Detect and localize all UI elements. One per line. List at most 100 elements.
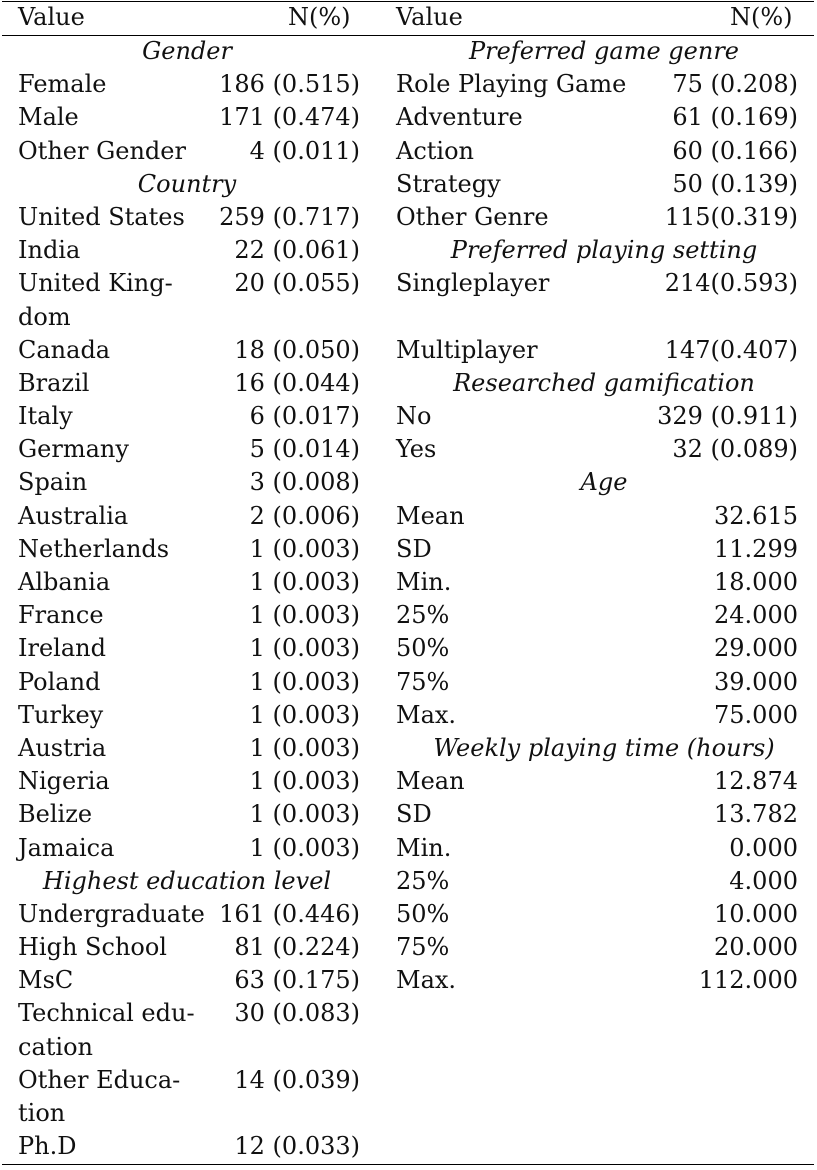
table-row: Other Educa-tion 14 (0.039)	[2, 1064, 372, 1130]
country-value: 1 (0.003)	[249, 534, 360, 563]
table-row: Mean 32.615	[394, 500, 814, 533]
education-label: High School	[18, 933, 167, 962]
table-row: Singleplayer 214(0.593)	[394, 267, 814, 300]
table-row: Brazil 16 (0.044)	[2, 367, 372, 400]
table-row: Technical edu-cation 30 (0.083)	[2, 997, 372, 1063]
gamification-label: No	[396, 402, 432, 431]
weekly-label: Mean	[396, 767, 465, 796]
weekly-value: 112.000	[698, 966, 798, 995]
genre-value: 60 (0.166)	[672, 136, 798, 165]
table-row: Spain 3 (0.008)	[2, 466, 372, 499]
country-value: 18 (0.050)	[234, 335, 360, 364]
table-row: Action 60 (0.166)	[394, 135, 814, 168]
table-row: Ireland 1 (0.003)	[2, 632, 372, 665]
weekly-value: 20.000	[714, 933, 798, 962]
table-row: 25% 24.000	[394, 599, 814, 632]
left-column: Gender Female 186 (0.515) Male 171 (0.474) Ot…	[2, 35, 372, 1163]
table-row: Turkey 1 (0.003)	[2, 699, 372, 732]
table-row: Male 171 (0.474)	[2, 101, 372, 134]
table-row: Nigeria 1 (0.003)	[2, 765, 372, 798]
top-rule	[2, 1, 814, 2]
weekly-value: 13.782	[714, 800, 798, 829]
bottom-rule	[2, 1164, 814, 1165]
weekly-label: SD	[396, 800, 432, 829]
gamification-value: 329 (0.911)	[657, 402, 798, 431]
header-right-value: Value	[396, 3, 463, 31]
age-value: 75.000	[714, 700, 798, 729]
table-row: Multiplayer 147(0.407)	[394, 334, 814, 367]
age-label: Max.	[396, 700, 457, 729]
genre-section-title: Preferred game genre	[468, 37, 739, 65]
country-label: Albania	[18, 568, 111, 597]
gender-value: 4 (0.011)	[249, 136, 360, 165]
table-row: SD 11.299	[394, 533, 814, 566]
country-label: Netherlands	[18, 534, 170, 563]
country-label: United King-dom	[18, 269, 173, 331]
age-label: Mean	[396, 501, 465, 530]
country-label: United States	[18, 202, 185, 231]
education-value: 81 (0.224)	[234, 933, 360, 962]
education-value: 63 (0.175)	[234, 966, 360, 995]
genre-label: Strategy	[396, 169, 501, 198]
age-value: 32.615	[714, 501, 798, 530]
genre-value: 50 (0.139)	[672, 169, 798, 198]
table-row: Max. 112.000	[394, 964, 814, 997]
country-label: Ireland	[18, 634, 106, 663]
age-value: 18.000	[714, 568, 798, 596]
table-row: Jamaica 1 (0.003)	[2, 832, 372, 865]
table-row: Poland 1 (0.003)	[2, 666, 372, 699]
country-label: India	[18, 236, 81, 265]
weekly-value: 4.000	[729, 866, 798, 895]
table-row: Ph.D 12 (0.033)	[2, 1130, 372, 1163]
weekly-value: 0.000	[729, 833, 798, 862]
table-row: SD 13.782	[394, 798, 814, 831]
table-row: Yes 32 (0.089)	[394, 433, 814, 466]
weekly-label: Min.	[396, 833, 452, 862]
weekly-section-title: Weekly playing time (hours)	[433, 733, 775, 762]
table-row: Undergraduate 161 (0.446)	[2, 898, 372, 931]
weekly-label: 25%	[396, 866, 450, 895]
country-value: 1 (0.003)	[249, 833, 360, 862]
genre-label: Other Genre	[396, 202, 549, 231]
country-value: 6 (0.017)	[249, 402, 360, 431]
age-value: 24.000	[714, 601, 798, 630]
education-label: MsC	[18, 966, 74, 995]
country-value: 1 (0.003)	[249, 667, 360, 696]
country-section-title: Country	[137, 169, 237, 198]
country-value: 3 (0.008)	[249, 468, 360, 497]
table-row: Max. 75.000	[394, 699, 814, 732]
country-label: Spain	[18, 468, 88, 497]
education-section-title: Highest education level	[42, 866, 332, 895]
genre-value: 115(0.319)	[664, 202, 798, 231]
table-row: Canada 18 (0.050)	[2, 334, 372, 367]
right-column: Preferred game genre Role Playing Game 75 …	[394, 35, 814, 997]
age-label: SD	[396, 534, 432, 563]
setting-label: Singleplayer	[396, 269, 550, 298]
table-row: Other Genre 115(0.319)	[394, 201, 814, 234]
country-value: 2 (0.006)	[249, 501, 360, 530]
weekly-value: 12.874	[714, 767, 798, 796]
country-label: France	[18, 601, 104, 630]
setting-value: 214(0.593)	[664, 269, 798, 298]
table-row: Female 186 (0.515)	[2, 68, 372, 101]
table-row: Austria 1 (0.003)	[2, 732, 372, 765]
gender-value: 186 (0.515)	[219, 70, 360, 99]
country-label: Italy	[18, 402, 73, 431]
country-label: Turkey	[18, 700, 104, 729]
table-row: No 329 (0.911)	[394, 400, 814, 433]
country-label: Australia	[18, 501, 129, 530]
gamification-value: 32 (0.089)	[672, 435, 798, 464]
genre-label: Action	[396, 136, 474, 165]
table-row: 75% 39.000	[394, 666, 814, 699]
country-value: 1 (0.003)	[249, 800, 360, 829]
country-value: 22 (0.061)	[234, 236, 360, 265]
gamification-section-title: Researched gamification	[453, 368, 755, 397]
gender-section-title: Gender	[142, 37, 232, 65]
table-row: Other Gender 4 (0.011)	[2, 135, 372, 168]
table-row: Albania 1 (0.003)	[2, 566, 372, 599]
header-right-n: N(%)	[730, 3, 793, 31]
education-label: Other Educa-tion	[18, 1065, 181, 1128]
country-label: Nigeria	[18, 767, 110, 796]
table-row: Adventure 61 (0.169)	[394, 101, 814, 134]
genre-value: 75 (0.208)	[672, 70, 798, 99]
